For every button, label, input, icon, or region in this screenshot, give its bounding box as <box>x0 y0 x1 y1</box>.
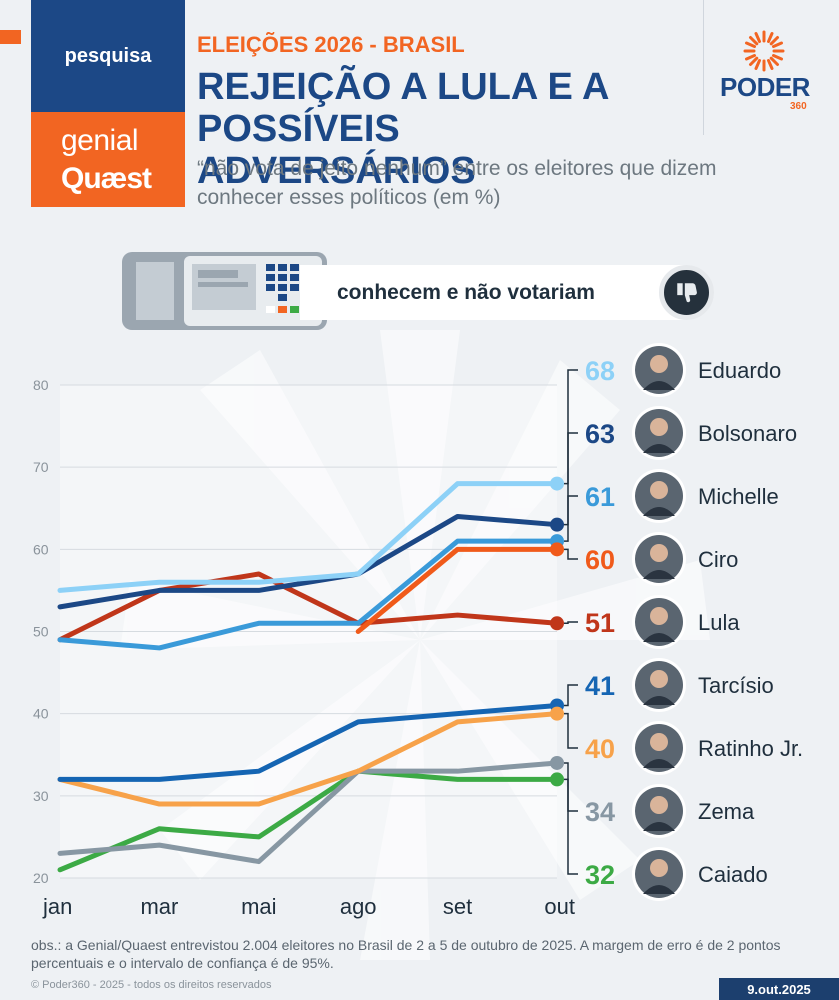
subtitle: “não vota de jeito nenhum” entre os elei… <box>197 157 717 209</box>
sun-logo-icon <box>743 30 785 72</box>
publisher-logo-sub: 360 <box>790 101 807 112</box>
connector-line <box>564 495 578 542</box>
avatar-face <box>650 733 668 751</box>
x-tick-label: set <box>443 894 472 919</box>
series-line-zema <box>57 760 560 865</box>
series-line-tarcsio <box>57 702 560 782</box>
series-line-ratinhojr <box>57 711 560 807</box>
avatar-body <box>643 696 675 705</box>
copyright: © Poder360 - 2025 - todos os direitos re… <box>31 979 272 991</box>
series-end-point <box>550 706 564 721</box>
value-label: 32 <box>585 860 615 890</box>
thumbs-down-icon <box>676 282 697 302</box>
kicker: ELEIÇÕES 2026 - BRASIL <box>197 32 465 57</box>
y-tick-label: 20 <box>33 870 49 886</box>
avatar-body <box>643 570 675 579</box>
y-tick-label: 30 <box>33 788 49 804</box>
value-label: 34 <box>585 797 615 827</box>
connector-line <box>564 548 578 560</box>
avatar-face <box>650 607 668 625</box>
value-label: 63 <box>585 419 615 449</box>
avatar-body <box>643 822 675 831</box>
avatar-body <box>643 885 675 894</box>
connector-line <box>564 684 578 707</box>
accent-marker <box>0 30 21 44</box>
avatar-face <box>650 481 668 499</box>
person-name: Ratinho Jr. <box>698 736 803 761</box>
x-tick-label: jan <box>42 894 72 919</box>
publisher-logo: PODER <box>720 72 810 102</box>
y-tick-label: 80 <box>33 377 49 393</box>
person-name: Tarcísio <box>698 673 774 698</box>
avatar-face <box>650 544 668 562</box>
avatar-face <box>650 796 668 814</box>
avatar-face <box>650 670 668 688</box>
thumbs-down-badge <box>659 265 714 320</box>
y-tick-label: 40 <box>33 706 49 722</box>
avatar-face <box>650 418 668 436</box>
connector-line <box>564 369 578 485</box>
value-label: 41 <box>585 671 615 701</box>
person-name: Michelle <box>698 484 779 509</box>
series-line-michelle <box>57 538 560 651</box>
y-tick-label: 60 <box>33 541 49 557</box>
sponsor-logo: genial Quæst <box>31 112 185 207</box>
person-name: Eduardo <box>698 358 781 383</box>
x-tick-label: ago <box>340 894 377 919</box>
connector-line <box>564 778 578 875</box>
avatar-body <box>643 759 675 768</box>
section-tag-label: pesquisa <box>64 44 152 67</box>
section-tag: pesquisa <box>31 0 185 112</box>
page-title: REJEIÇÃO A LULA E A POSSÍVEIS ADVERSÁRIO… <box>197 66 608 192</box>
value-label: 40 <box>585 734 615 764</box>
series-line-bolsonaro <box>57 513 560 610</box>
series-end-point <box>550 772 564 787</box>
connector-line <box>564 432 578 526</box>
person-name: Lula <box>698 610 740 635</box>
avatar-body <box>643 633 675 642</box>
series-line-eduardo <box>57 481 560 593</box>
value-label: 61 <box>585 482 615 512</box>
avatar-face <box>650 859 668 877</box>
voting-machine-icon <box>122 252 327 330</box>
x-tick-label: mai <box>241 894 276 919</box>
series-end-point <box>550 755 564 770</box>
person-name: Ciro <box>698 547 738 572</box>
connector-line <box>564 762 578 812</box>
value-label: 51 <box>585 608 615 638</box>
footnote: obs.: a Genial/Quaest entrevistou 2.004 … <box>31 937 781 971</box>
series-end-point <box>550 542 564 557</box>
x-tick-label: mar <box>140 894 178 919</box>
banner <box>300 265 714 320</box>
y-tick-label: 70 <box>33 459 49 475</box>
series-line-caiado <box>57 768 560 873</box>
person-name: Bolsonaro <box>698 421 797 446</box>
avatar-body <box>643 381 675 390</box>
series-line-lula <box>57 571 560 643</box>
series-line-ciro <box>355 546 560 634</box>
avatar-face <box>650 355 668 373</box>
series-end-point <box>550 476 564 491</box>
value-label: 68 <box>585 356 615 386</box>
avatar-body <box>643 444 675 453</box>
sponsor-line2: Quæst <box>61 162 152 195</box>
line-chart: 20 30 40 50 60 70 80 jan mar mai ago set out 68 Eduard… <box>33 343 803 919</box>
person-name: Zema <box>698 799 755 824</box>
person-name: Caiado <box>698 862 768 887</box>
date-badge: 9.out.2025 <box>719 978 839 1000</box>
logo-divider <box>703 0 704 135</box>
x-tick-label: out <box>544 894 575 919</box>
series-end-point <box>550 616 564 631</box>
sponsor-line1: genial <box>61 124 139 157</box>
connector-line <box>564 621 578 625</box>
value-label: 60 <box>585 545 615 575</box>
connector-line <box>564 712 578 749</box>
banner-label: conhecem e não votariam <box>337 281 595 304</box>
series-end-point <box>550 517 564 532</box>
y-tick-label: 50 <box>33 624 49 640</box>
avatar-body <box>643 507 675 516</box>
